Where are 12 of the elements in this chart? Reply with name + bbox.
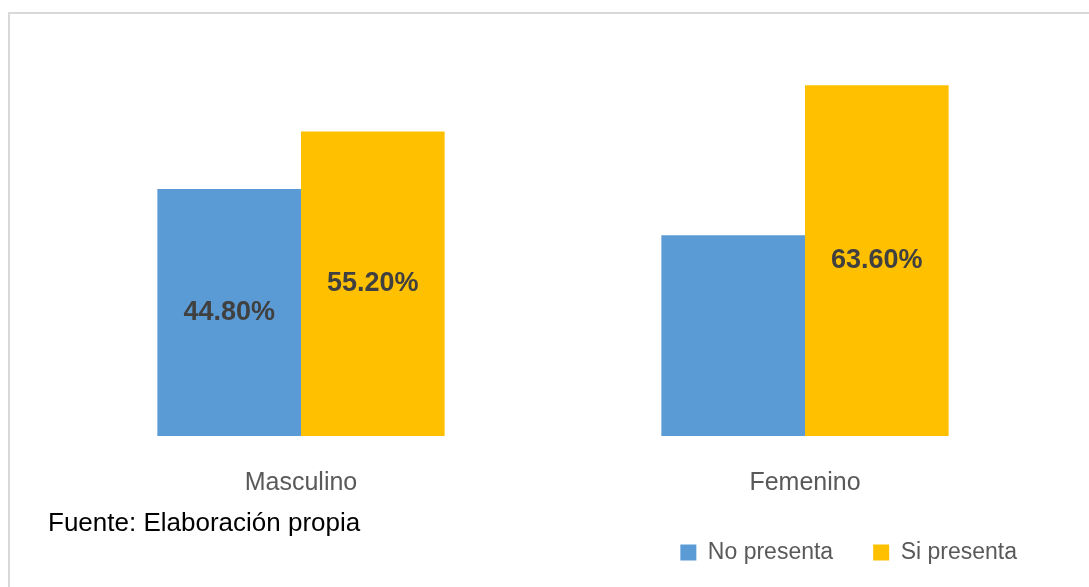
x-tick-label: Femenino — [749, 466, 861, 495]
data-label: 55.20% — [327, 267, 419, 298]
bar — [805, 85, 949, 436]
x-tick-label: Masculino — [244, 466, 358, 495]
source-note: Fuente: Elaboración propia — [48, 507, 361, 538]
bar — [301, 131, 445, 436]
legend-label: No presenta — [707, 537, 834, 564]
data-label: 63.60% — [831, 244, 923, 275]
legend-label: Si presenta — [900, 537, 1018, 564]
data-label: 44.80% — [183, 295, 275, 326]
bar — [157, 188, 301, 436]
bar — [661, 235, 805, 436]
